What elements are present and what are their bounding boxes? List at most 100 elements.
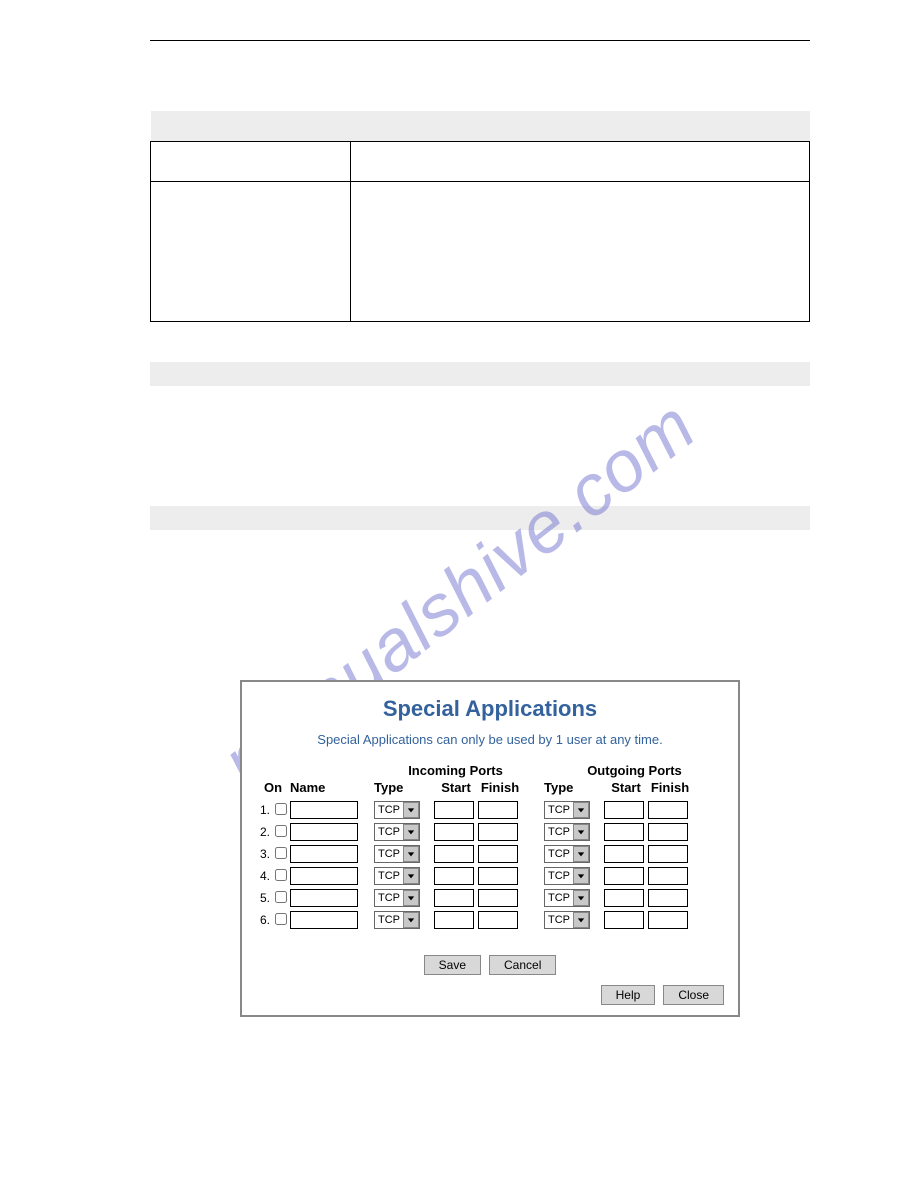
on-checkbox[interactable] [275,869,287,881]
incoming-start-input[interactable] [434,845,474,863]
name-input[interactable] [290,823,358,841]
close-button[interactable]: Close [663,985,724,1005]
outgoing-finish-input[interactable] [648,867,688,885]
incoming-type-select[interactable]: TCP [374,911,420,929]
outgoing-finish-input[interactable] [648,801,688,819]
chevron-down-icon [403,824,419,840]
row-number: 5. [256,891,272,905]
app-row: 6. TCP TCP [256,911,724,929]
col-on: On [256,780,290,795]
outgoing-finish-input[interactable] [648,823,688,841]
incoming-finish-input[interactable] [478,823,518,841]
incoming-type-select[interactable]: TCP [374,867,420,885]
incoming-finish-input[interactable] [478,801,518,819]
on-checkbox[interactable] [275,891,287,903]
chevron-down-icon [403,846,419,862]
chevron-down-icon [573,846,589,862]
col-start-out: Start [604,780,648,795]
on-checkbox[interactable] [275,825,287,837]
app-row: 2. TCP TCP [256,823,724,841]
app-row: 5. TCP TCP [256,889,724,907]
chevron-down-icon [573,868,589,884]
table-row [151,141,810,181]
dialog-title: Special Applications [256,696,724,722]
chevron-down-icon [573,824,589,840]
incoming-start-input[interactable] [434,911,474,929]
column-header-row: On Name Type Start Finish Type Start Fin… [256,780,724,795]
help-button[interactable]: Help [601,985,656,1005]
outgoing-finish-input[interactable] [648,845,688,863]
incoming-finish-input[interactable] [478,845,518,863]
chevron-down-icon [403,890,419,906]
save-button[interactable]: Save [424,955,481,975]
dialog-subtitle: Special Applications can only be used by… [256,732,724,747]
page-frame [150,40,810,530]
incoming-finish-input[interactable] [478,911,518,929]
outgoing-start-input[interactable] [604,823,644,841]
app-row: 4. TCP TCP [256,867,724,885]
outgoing-start-input[interactable] [604,845,644,863]
incoming-type-select[interactable]: TCP [374,801,420,819]
on-checkbox[interactable] [275,913,287,925]
table-row [151,181,810,321]
row-number: 1. [256,803,272,817]
name-input[interactable] [290,911,358,929]
special-applications-dialog: Special Applications Special Application… [240,680,740,1017]
incoming-type-select[interactable]: TCP [374,845,420,863]
outgoing-type-select[interactable]: TCP [544,801,590,819]
outgoing-start-input[interactable] [604,911,644,929]
table-header-band [151,111,810,141]
name-input[interactable] [290,889,358,907]
chevron-down-icon [573,912,589,928]
dialog-buttons-primary: Save Cancel [256,955,724,975]
incoming-start-input[interactable] [434,801,474,819]
chevron-down-icon [403,802,419,818]
name-input[interactable] [290,867,358,885]
app-row: 1. TCP TCP [256,801,724,819]
incoming-start-input[interactable] [434,823,474,841]
incoming-type-select[interactable]: TCP [374,823,420,841]
col-type-in: Type [374,780,434,795]
col-finish-in: Finish [478,780,522,795]
chevron-down-icon [573,890,589,906]
chevron-down-icon [573,802,589,818]
outgoing-finish-input[interactable] [648,911,688,929]
outgoing-type-select[interactable]: TCP [544,889,590,907]
incoming-type-select[interactable]: TCP [374,889,420,907]
outgoing-finish-input[interactable] [648,889,688,907]
incoming-start-input[interactable] [434,867,474,885]
on-checkbox[interactable] [275,803,287,815]
name-input[interactable] [290,801,358,819]
incoming-finish-input[interactable] [478,867,518,885]
incoming-start-input[interactable] [434,889,474,907]
col-start-in: Start [434,780,478,795]
incoming-finish-input[interactable] [478,889,518,907]
row-number: 6. [256,913,272,927]
col-finish-out: Finish [648,780,692,795]
chevron-down-icon [403,912,419,928]
outgoing-start-input[interactable] [604,889,644,907]
on-checkbox[interactable] [275,847,287,859]
app-row: 3. TCP TCP [256,845,724,863]
outgoing-type-select[interactable]: TCP [544,867,590,885]
cancel-button[interactable]: Cancel [489,955,556,975]
row-number: 2. [256,825,272,839]
row-number: 4. [256,869,272,883]
layout-table [150,111,810,322]
outgoing-type-select[interactable]: TCP [544,823,590,841]
outgoing-type-select[interactable]: TCP [544,911,590,929]
col-name: Name [290,780,362,795]
grey-band [150,362,810,386]
grey-band [150,506,810,530]
incoming-ports-header: Incoming Ports [366,763,545,778]
top-rule [150,40,810,41]
chevron-down-icon [403,868,419,884]
rows-container: 1. TCP TCP 2. TCP TCP 3. TCP TCP 4. TCP TCP 5. TCP TCP… [256,801,724,929]
group-header-row: Incoming Ports Outgoing Ports [256,763,724,778]
row-number: 3. [256,847,272,861]
outgoing-start-input[interactable] [604,801,644,819]
outgoing-start-input[interactable] [604,867,644,885]
outgoing-type-select[interactable]: TCP [544,845,590,863]
name-input[interactable] [290,845,358,863]
col-type-out: Type [544,780,604,795]
